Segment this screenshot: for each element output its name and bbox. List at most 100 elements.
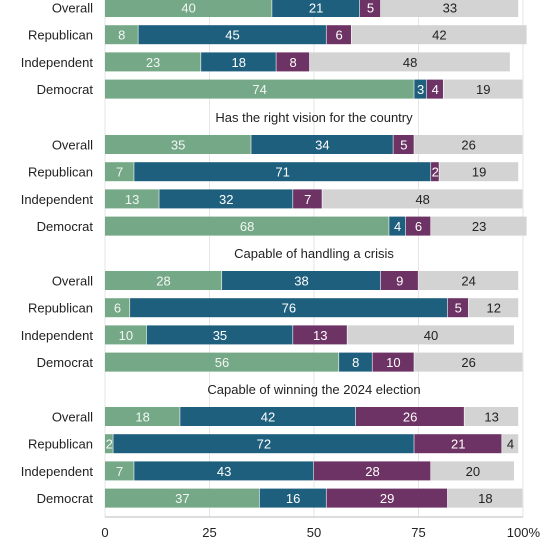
data-label: 5 xyxy=(367,1,374,16)
bar-segment xyxy=(293,189,322,209)
bar-segment xyxy=(105,52,201,72)
data-label: 5 xyxy=(400,138,407,153)
data-label: 8 xyxy=(118,28,125,43)
bar-segment xyxy=(105,79,414,99)
bar-segment xyxy=(431,162,439,182)
data-label: 33 xyxy=(443,1,457,16)
data-label: 6 xyxy=(415,219,422,234)
data-label: 74 xyxy=(252,82,266,97)
data-label: 35 xyxy=(171,138,185,153)
data-label: 19 xyxy=(472,165,486,180)
bar-segment xyxy=(447,488,523,508)
data-label: 9 xyxy=(396,274,403,289)
bar-segment xyxy=(272,0,360,17)
data-label: 21 xyxy=(451,437,465,452)
bar-segment xyxy=(380,271,418,290)
bar-segment xyxy=(414,135,523,154)
bar-segment xyxy=(134,162,431,182)
data-label: 26 xyxy=(461,138,475,153)
category-label: Republican xyxy=(28,437,93,452)
bar-segment xyxy=(105,298,130,318)
bar-segment xyxy=(414,434,502,454)
bar-segment xyxy=(309,52,510,72)
bar-segment xyxy=(105,461,134,481)
bar-segment xyxy=(105,216,389,236)
data-label: 7 xyxy=(116,464,123,479)
data-label: 48 xyxy=(403,55,417,70)
bar-segment xyxy=(389,216,406,236)
category-label: Overall xyxy=(52,410,93,425)
data-label: 24 xyxy=(461,274,475,289)
bar-segment xyxy=(351,25,527,45)
category-label: Democrat xyxy=(37,219,94,234)
data-label: 40 xyxy=(181,1,195,16)
bar-segment xyxy=(105,135,251,154)
data-label: 16 xyxy=(286,491,300,506)
bar-segment xyxy=(113,434,414,454)
bar-segment xyxy=(105,434,113,454)
bar-segment xyxy=(326,25,352,45)
bar-segment xyxy=(414,352,523,372)
bar-segment xyxy=(201,52,276,72)
data-label: 35 xyxy=(213,328,227,343)
data-label: 2 xyxy=(106,437,113,452)
data-label: 28 xyxy=(156,274,170,289)
panel-title: Capable of handling a crisis xyxy=(234,246,394,261)
bar-segment xyxy=(134,461,314,481)
data-label: 13 xyxy=(125,192,139,207)
category-label: Republican xyxy=(28,301,93,316)
bar-segment xyxy=(138,25,326,45)
x-tick-label: 0 xyxy=(101,525,108,540)
data-label: 68 xyxy=(240,219,254,234)
bar-segment xyxy=(105,25,138,45)
category-label: Independent xyxy=(21,192,94,207)
category-label: Democrat xyxy=(37,82,94,97)
data-label: 6 xyxy=(335,28,342,43)
bar-segment xyxy=(447,298,469,318)
bar-segment xyxy=(105,488,260,508)
data-label: 4 xyxy=(394,219,401,234)
data-label: 4 xyxy=(432,82,439,97)
bar-segment xyxy=(222,271,381,290)
x-tick-label: 100% xyxy=(507,525,541,540)
category-label: Overall xyxy=(52,138,93,153)
category-label: Independent xyxy=(21,55,94,70)
data-label: 42 xyxy=(261,410,275,425)
bar-segment xyxy=(439,162,519,182)
bar-segment xyxy=(339,352,372,372)
data-label: 2 xyxy=(432,165,439,180)
data-label: 26 xyxy=(403,410,417,425)
data-label: 34 xyxy=(315,138,329,153)
bar-segment xyxy=(180,407,356,426)
bar-segment xyxy=(159,189,293,209)
bar-segment xyxy=(347,325,515,345)
data-label: 23 xyxy=(472,219,486,234)
data-label: 18 xyxy=(478,491,492,506)
data-label: 48 xyxy=(415,192,429,207)
bar-segment xyxy=(105,325,147,345)
bar-segment xyxy=(326,488,448,508)
data-label: 21 xyxy=(309,1,323,16)
data-label: 13 xyxy=(484,410,498,425)
bar-segment xyxy=(105,407,180,426)
category-label: Democrat xyxy=(37,491,94,506)
data-label: 8 xyxy=(289,55,296,70)
panel-title: Capable of winning the 2024 election xyxy=(207,382,420,397)
bar-segment xyxy=(380,0,519,17)
data-label: 10 xyxy=(386,355,400,370)
bar-segment xyxy=(146,325,293,345)
data-label: 10 xyxy=(119,328,133,343)
data-label: 43 xyxy=(217,464,231,479)
bar-segment xyxy=(276,52,310,72)
data-label: 23 xyxy=(146,55,160,70)
data-label: 18 xyxy=(135,410,149,425)
bar-segment xyxy=(414,79,427,99)
bar-segment xyxy=(405,216,431,236)
category-label: Democrat xyxy=(37,355,94,370)
data-label: 76 xyxy=(282,301,296,316)
data-label: 29 xyxy=(380,491,394,506)
category-label: Independent xyxy=(21,328,94,343)
bar-segment xyxy=(468,298,519,318)
data-label: 19 xyxy=(476,82,490,97)
